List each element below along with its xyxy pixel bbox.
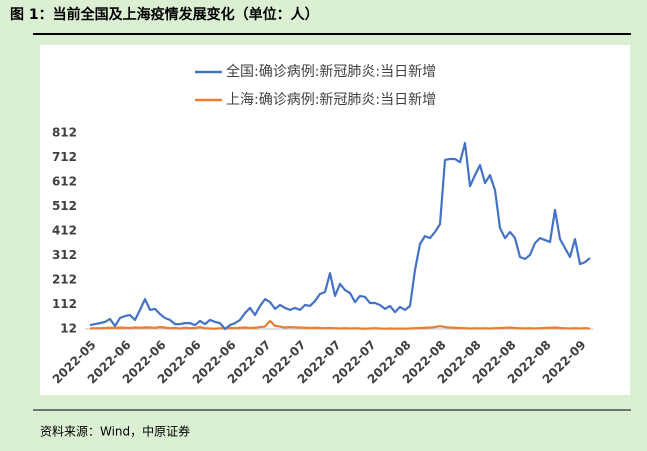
y-tick-label: 612: [52, 175, 77, 189]
y-tick-label: 112: [52, 297, 77, 311]
y-tick-label: 412: [52, 224, 77, 238]
y-tick-label: 12: [60, 322, 77, 336]
legend-label: 上海:确诊病例:新冠肺炎:当日新增: [226, 92, 436, 108]
source-note: 资料来源：Wind，中原证券: [40, 424, 190, 439]
series-line: [89, 319, 591, 330]
y-tick-label: 512: [52, 199, 77, 213]
y-tick-label: 312: [52, 248, 77, 262]
series-line: [89, 141, 591, 331]
legend-label: 全国:确诊病例:新冠肺炎:当日新增: [226, 63, 436, 80]
y-tick-label: 212: [52, 273, 77, 287]
y-tick-label: 712: [52, 150, 77, 164]
figure-title: 图 1：当前全国及上海疫情发展变化（单位：人）: [10, 6, 319, 23]
y-tick-label: 812: [52, 126, 77, 140]
chart-area: [40, 45, 630, 395]
